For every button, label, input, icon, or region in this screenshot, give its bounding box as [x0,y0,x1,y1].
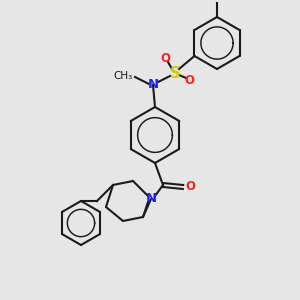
Text: O: O [185,181,195,194]
Text: O: O [160,52,170,65]
Text: O: O [184,74,194,88]
Text: S: S [170,65,180,80]
Text: N: N [146,193,157,206]
Text: CH₃: CH₃ [114,71,133,81]
Text: N: N [147,79,159,92]
